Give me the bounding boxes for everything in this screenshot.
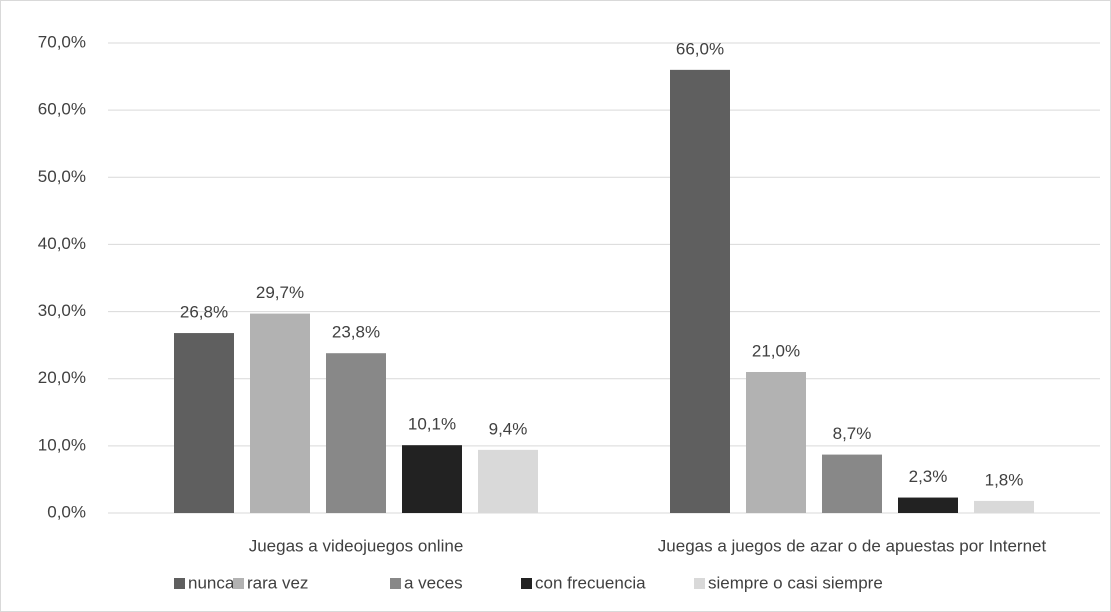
legend-label: a veces bbox=[404, 573, 463, 592]
x-tick-label: Juegas a videojuegos online bbox=[249, 536, 464, 555]
y-tick-label: 60,0% bbox=[38, 100, 86, 119]
bar bbox=[402, 445, 462, 513]
bar bbox=[974, 500, 1034, 513]
y-tick-label: 10,0% bbox=[38, 435, 86, 454]
bar bbox=[898, 497, 958, 513]
bar bbox=[250, 313, 310, 513]
legend-swatch bbox=[521, 578, 532, 589]
y-tick-label: 40,0% bbox=[38, 234, 86, 253]
legend-swatch bbox=[174, 578, 185, 589]
legend-label: rara vez bbox=[247, 573, 308, 592]
y-tick-label: 70,0% bbox=[38, 32, 86, 51]
bar bbox=[670, 69, 730, 513]
value-label: 23,8% bbox=[332, 323, 380, 342]
y-tick-label: 30,0% bbox=[38, 301, 86, 320]
y-tick-label: 0,0% bbox=[47, 502, 86, 521]
value-label: 1,8% bbox=[985, 470, 1024, 489]
value-label: 8,7% bbox=[833, 424, 872, 443]
bar bbox=[326, 353, 386, 513]
legend-swatch bbox=[390, 578, 401, 589]
legend-label: nunca bbox=[188, 573, 235, 592]
legend-swatch bbox=[694, 578, 705, 589]
value-label: 21,0% bbox=[752, 341, 800, 360]
x-tick-label: Juegas a juegos de azar o de apuestas po… bbox=[658, 536, 1047, 555]
y-tick-label: 50,0% bbox=[38, 167, 86, 186]
value-label: 26,8% bbox=[180, 303, 228, 322]
legend-label: con frecuencia bbox=[535, 573, 646, 592]
bar bbox=[746, 372, 806, 513]
bar bbox=[822, 454, 882, 513]
bar bbox=[174, 333, 234, 513]
value-label: 9,4% bbox=[489, 419, 528, 438]
value-label: 29,7% bbox=[256, 283, 304, 302]
value-label: 66,0% bbox=[676, 39, 724, 58]
value-label: 10,1% bbox=[408, 415, 456, 434]
bar bbox=[478, 449, 538, 513]
value-label: 2,3% bbox=[909, 467, 948, 486]
legend-label: siempre o casi siempre bbox=[708, 573, 883, 592]
y-tick-label: 20,0% bbox=[38, 368, 86, 387]
legend-swatch bbox=[233, 578, 244, 589]
